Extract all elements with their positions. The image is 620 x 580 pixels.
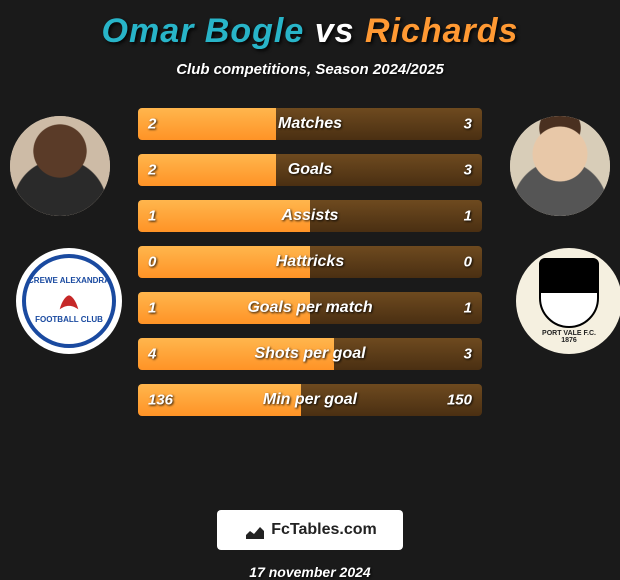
stat-bar: 1Assists1: [138, 200, 482, 232]
stat-bar: 4Shots per goal3: [138, 338, 482, 370]
player2-avatar: [510, 116, 610, 216]
stat-value-right: 150: [447, 392, 472, 409]
stat-bar: 136Min per goal150: [138, 384, 482, 416]
player1-avatar: [10, 116, 110, 216]
stat-value-right: 1: [464, 208, 472, 225]
comparison-body: CREWE ALEXANDRA FOOTBALL CLUB PORT VALE …: [0, 108, 620, 490]
stat-label: Assists: [138, 207, 482, 225]
lion-icon: [55, 286, 83, 314]
club1-sub: FOOTBALL CLUB: [28, 316, 110, 325]
club1-name: CREWE ALEXANDRA: [28, 277, 110, 286]
shield-icon: [539, 258, 599, 328]
chart-icon: [243, 518, 267, 542]
stat-bars: 2Matches32Goals31Assists10Hattricks01Goa…: [138, 108, 482, 416]
subtitle: Club competitions, Season 2024/2025: [176, 61, 444, 78]
date: 17 november 2024: [249, 564, 370, 580]
stat-value-right: 3: [464, 116, 472, 133]
stat-value-right: 0: [464, 254, 472, 271]
stat-value-right: 1: [464, 300, 472, 317]
logo-text: FcTables.com: [271, 521, 377, 539]
stat-label: Goals per match: [138, 299, 482, 317]
player1-name: Omar Bogle: [102, 12, 305, 50]
vs-text: vs: [315, 12, 355, 50]
stat-bar: 0Hattricks0: [138, 246, 482, 278]
stat-bar: 2Goals3: [138, 154, 482, 186]
club2-name: PORT VALE F.C.: [542, 330, 596, 337]
stat-value-right: 3: [464, 346, 472, 363]
stat-bar: 1Goals per match1: [138, 292, 482, 324]
stat-label: Matches: [138, 115, 482, 133]
player1-club-badge: CREWE ALEXANDRA FOOTBALL CLUB: [16, 248, 122, 354]
stat-label: Min per goal: [138, 391, 482, 409]
comparison-title: Omar Bogle vs Richards: [102, 12, 519, 51]
player2-club-badge: PORT VALE F.C. 1876: [516, 248, 620, 354]
player2-name: Richards: [365, 12, 519, 50]
fctables-logo: FcTables.com: [217, 510, 403, 550]
club2-year: 1876: [561, 337, 577, 344]
stat-label: Hattricks: [138, 253, 482, 271]
stat-value-right: 3: [464, 162, 472, 179]
stat-bar: 2Matches3: [138, 108, 482, 140]
stat-label: Goals: [138, 161, 482, 179]
stat-label: Shots per goal: [138, 345, 482, 363]
